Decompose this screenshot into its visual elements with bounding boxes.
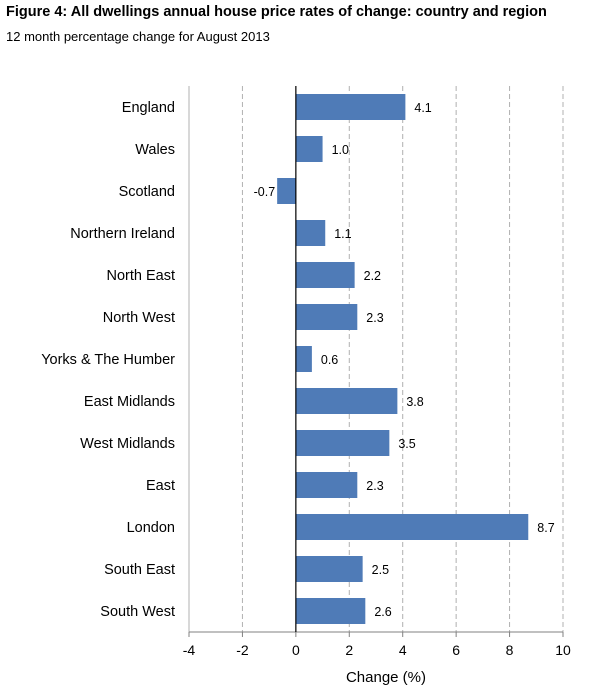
category-label: London: [127, 520, 175, 536]
data-label: 1.0: [332, 143, 349, 157]
data-label: 2.3: [366, 479, 383, 493]
bar: [295, 472, 358, 498]
category-label: Yorks & The Humber: [41, 352, 175, 368]
x-tick-label: 4: [399, 642, 407, 658]
bar: [295, 220, 326, 246]
category-label: West Midlands: [80, 436, 175, 452]
x-axis-title: Change (%): [346, 669, 426, 686]
chart-title: Figure 4: All dwellings annual house pri…: [6, 4, 547, 20]
category-label: East Midlands: [84, 394, 175, 410]
data-label: 2.6: [374, 605, 391, 619]
chart-subtitle: 12 month percentage change for August 20…: [6, 29, 270, 44]
data-label: 3.8: [406, 395, 423, 409]
bar: [295, 598, 366, 624]
bar: [295, 346, 312, 372]
bar: [295, 556, 363, 582]
category-label: North East: [107, 268, 176, 284]
category-label: South West: [100, 604, 175, 620]
x-tick-label: 2: [345, 642, 353, 658]
data-label: 8.7: [537, 521, 554, 535]
data-label: 1.1: [334, 227, 351, 241]
bar: [295, 304, 358, 330]
bar: [295, 94, 406, 120]
category-label: Northern Ireland: [70, 226, 175, 242]
x-tick-label: -4: [183, 642, 196, 658]
bar: [295, 514, 529, 540]
bar: [295, 262, 355, 288]
bar: [295, 136, 323, 162]
x-tick-label: -2: [236, 642, 249, 658]
category-label: South East: [104, 562, 175, 578]
data-label: 4.1: [414, 101, 431, 115]
bar: [295, 430, 390, 456]
category-label: Wales: [135, 142, 175, 158]
x-tick-label: 10: [555, 642, 571, 658]
bar: [295, 388, 398, 414]
data-label: 3.5: [398, 437, 415, 451]
x-tick-label: 6: [452, 642, 460, 658]
data-label: -0.7: [254, 185, 276, 199]
x-tick-label: 8: [506, 642, 514, 658]
category-label: North West: [103, 310, 175, 326]
x-tick-label: 0: [292, 642, 300, 658]
bar: [277, 178, 296, 204]
data-label: 2.3: [366, 311, 383, 325]
category-label: Scotland: [119, 184, 175, 200]
category-label: East: [146, 478, 175, 494]
category-label: England: [122, 100, 175, 116]
data-label: 2.5: [372, 563, 389, 577]
data-label: 0.6: [321, 353, 338, 367]
data-label: 2.2: [364, 269, 381, 283]
